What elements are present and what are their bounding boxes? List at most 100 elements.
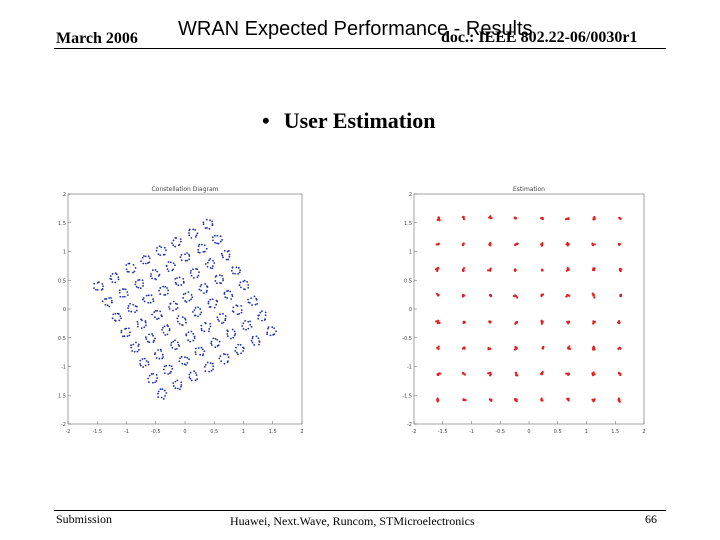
data-point — [185, 334, 188, 337]
data-point — [174, 380, 177, 383]
data-point — [172, 244, 175, 247]
data-point — [541, 370, 544, 374]
data-point — [592, 345, 595, 348]
data-point — [166, 324, 169, 326]
data-point — [515, 320, 519, 323]
data-point — [238, 271, 241, 274]
data-point — [144, 321, 147, 324]
data-point — [593, 398, 596, 401]
data-point — [170, 344, 172, 347]
data-point — [151, 277, 154, 280]
data-point — [159, 388, 162, 391]
data-point — [593, 243, 596, 246]
data-point — [163, 389, 166, 392]
data-point — [176, 303, 178, 306]
data-point — [219, 235, 222, 238]
data-point — [239, 269, 242, 272]
data-point — [163, 372, 166, 375]
data-point — [218, 274, 221, 277]
data-point — [133, 270, 136, 273]
data-point — [187, 291, 190, 294]
data-point — [540, 269, 544, 272]
data-point — [462, 294, 465, 297]
x-tick-label: -1 — [469, 429, 474, 435]
data-point — [194, 235, 197, 238]
data-point — [150, 275, 152, 278]
data-point — [567, 243, 570, 246]
data-point — [181, 316, 184, 319]
data-point — [188, 253, 190, 256]
data-point — [230, 337, 232, 340]
data-point — [172, 268, 175, 271]
data-point — [120, 331, 123, 334]
data-point — [197, 251, 200, 254]
data-point — [110, 301, 113, 304]
data-point — [154, 269, 157, 271]
data-point — [251, 335, 254, 338]
data-point — [221, 274, 223, 277]
data-point — [196, 276, 199, 279]
data-point — [237, 343, 240, 346]
data-point — [95, 288, 97, 291]
data-point — [184, 317, 186, 320]
data-point — [212, 265, 214, 267]
data-point — [250, 297, 252, 300]
data-point — [211, 298, 214, 301]
data-point — [214, 241, 216, 244]
data-point — [144, 336, 147, 339]
data-point — [166, 287, 168, 289]
data-point — [171, 367, 174, 370]
data-point — [170, 341, 173, 344]
data-point — [192, 333, 195, 335]
data-point — [214, 346, 217, 349]
data-point — [222, 353, 225, 355]
data-point — [148, 261, 151, 264]
data-point — [261, 319, 263, 322]
data-point — [565, 372, 568, 375]
data-point — [256, 302, 259, 305]
data-point — [147, 301, 150, 304]
data-point — [249, 320, 251, 323]
data-point — [246, 281, 249, 283]
data-point — [206, 265, 209, 268]
data-point — [167, 289, 170, 292]
x-tick-label: 2 — [300, 429, 303, 435]
data-point — [206, 289, 208, 292]
data-point — [128, 334, 131, 337]
data-point — [204, 227, 207, 230]
data-point — [208, 259, 210, 262]
data-point — [461, 347, 465, 350]
data-point — [154, 381, 157, 384]
data-point — [247, 298, 249, 301]
data-point — [126, 291, 129, 294]
data-point — [184, 292, 187, 295]
data-point — [147, 377, 150, 380]
x-tick-label: -2 — [412, 429, 417, 435]
data-point — [127, 310, 130, 312]
data-point — [93, 287, 95, 289]
data-point — [145, 294, 148, 297]
data-point — [159, 348, 162, 351]
y-tick-label: 2 — [409, 192, 412, 198]
data-point — [182, 293, 185, 296]
data-point — [462, 398, 465, 401]
data-point — [174, 277, 177, 280]
data-point — [150, 373, 153, 375]
data-point — [231, 266, 234, 269]
data-point — [437, 373, 440, 377]
x-tick-label: 0.5 — [554, 429, 562, 435]
data-point — [151, 313, 153, 316]
data-point — [218, 357, 221, 360]
data-point — [174, 281, 177, 284]
data-point — [165, 265, 168, 268]
data-point — [176, 341, 179, 344]
data-point — [540, 397, 543, 400]
bullet-heading: User Estimation — [283, 108, 436, 133]
data-point — [118, 291, 121, 294]
data-point — [211, 220, 214, 223]
data-point — [192, 277, 195, 279]
data-point — [237, 353, 239, 356]
data-point — [200, 311, 203, 314]
data-point — [151, 269, 154, 272]
data-point — [157, 390, 160, 393]
